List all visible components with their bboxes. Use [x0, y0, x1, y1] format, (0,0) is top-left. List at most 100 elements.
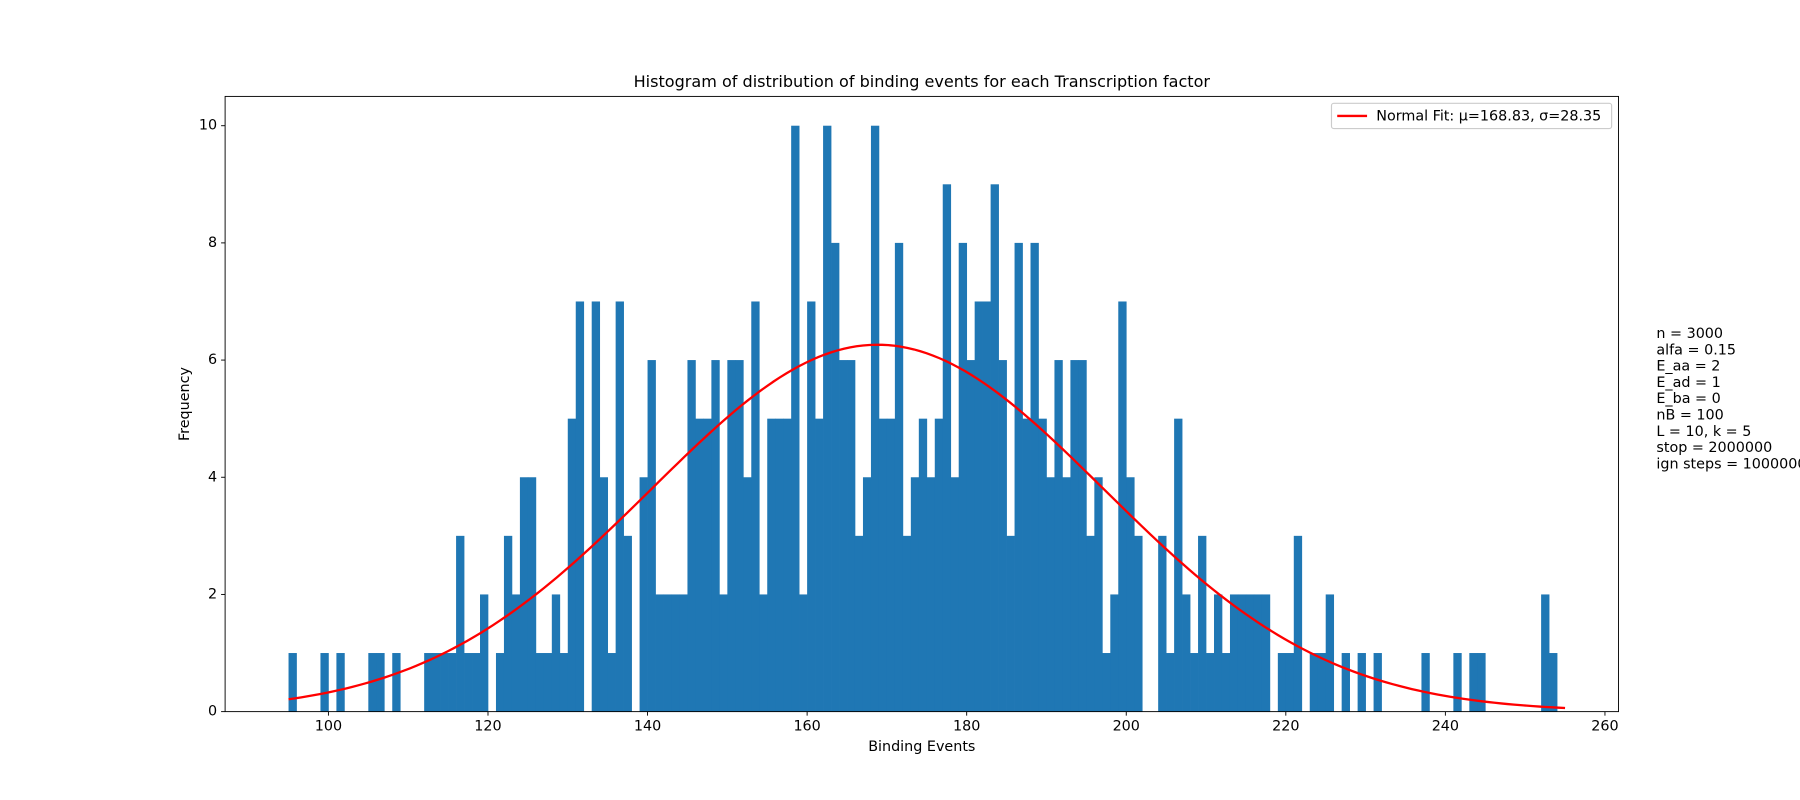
legend-box [1330, 102, 1613, 130]
bar [1038, 418, 1047, 712]
bar [1253, 594, 1263, 712]
bar [1030, 242, 1039, 712]
bar [918, 418, 928, 712]
bar [998, 360, 1007, 712]
bar [440, 653, 449, 712]
bar [671, 594, 680, 712]
bar [647, 360, 656, 712]
bar [575, 301, 585, 712]
bar [727, 360, 736, 712]
y-tick-label: 4 [208, 469, 217, 485]
bar [1198, 535, 1207, 712]
x-tick-label: 180 [953, 719, 980, 735]
bar [519, 477, 529, 712]
y-tick-label: 10 [199, 118, 217, 134]
bar [1357, 653, 1366, 712]
bar [432, 653, 441, 712]
annotation-line: alfa = 0.15 [1656, 342, 1736, 358]
bar [1182, 594, 1191, 712]
fit-curve [288, 343, 1566, 710]
bar [878, 418, 888, 712]
bar [687, 360, 696, 712]
bar [1549, 653, 1558, 712]
bar [495, 653, 505, 712]
bar [1206, 653, 1215, 712]
bar [448, 653, 457, 712]
bar [799, 594, 808, 712]
bar [1086, 535, 1095, 712]
bar [615, 301, 624, 712]
bar [655, 594, 664, 712]
bar [711, 360, 720, 712]
x-tick-label: 100 [315, 719, 342, 735]
y-tick-label: 2 [208, 586, 217, 602]
bar [1014, 242, 1023, 712]
annotation-line: n = 3000 [1656, 326, 1723, 342]
bar [376, 653, 385, 712]
bar [1245, 594, 1255, 712]
x-tick-label: 220 [1272, 719, 1299, 735]
bar [288, 653, 297, 712]
bar [847, 360, 856, 712]
bar [1062, 477, 1071, 712]
bar [862, 477, 872, 712]
bar [1158, 535, 1167, 712]
bar [424, 653, 433, 712]
bar [910, 477, 920, 712]
annotation-line: E_aa = 2 [1656, 359, 1720, 375]
annotation-line: L = 10, k = 5 [1656, 424, 1751, 440]
bar [1046, 477, 1055, 712]
bar [320, 653, 329, 712]
bar [551, 594, 561, 712]
bar [1325, 594, 1335, 712]
annotation-line: ign steps = 1000000 [1656, 456, 1800, 472]
bar [1285, 653, 1295, 712]
x-tick-label: 160 [793, 719, 820, 735]
bar [807, 301, 816, 712]
bar [1261, 594, 1271, 712]
bar [1054, 360, 1063, 712]
bar [1277, 653, 1287, 712]
bar [1022, 418, 1031, 712]
bar [503, 535, 513, 712]
bar [1421, 653, 1430, 712]
bar [1541, 594, 1550, 712]
annotation-line: E_ad = 1 [1656, 375, 1720, 391]
x-tick-label: 200 [1113, 719, 1140, 735]
y-axis-label: Frequency [177, 366, 193, 441]
legend-label: Normal Fit: μ=168.83, σ=28.35 [1376, 108, 1601, 124]
bar [1309, 653, 1319, 712]
bar [1006, 535, 1015, 712]
bar [535, 653, 545, 712]
bar [990, 184, 999, 712]
bar [894, 242, 904, 712]
bar [392, 653, 401, 712]
annotation-line: nB = 100 [1656, 407, 1723, 423]
bar [1237, 594, 1247, 712]
bar [527, 477, 537, 712]
bar [854, 535, 864, 712]
bar [886, 418, 896, 712]
bar [1341, 653, 1350, 712]
bar [1453, 653, 1462, 712]
bar [1166, 653, 1175, 712]
bar [1110, 594, 1119, 712]
y-tick-label: 0 [208, 704, 217, 720]
bar [735, 360, 744, 712]
bar [663, 594, 672, 712]
bar [1190, 653, 1199, 712]
bar [1477, 653, 1486, 712]
x-tick-label: 140 [634, 719, 661, 735]
bar [511, 594, 521, 712]
annotation-line: E_ba = 0 [1656, 391, 1720, 407]
bar [695, 418, 704, 712]
bar [1469, 653, 1478, 712]
bar [703, 418, 712, 712]
bar [982, 301, 991, 712]
bar [1126, 477, 1135, 712]
bar [464, 653, 473, 712]
bar [1134, 535, 1143, 712]
bar [767, 418, 776, 712]
bar [1070, 360, 1079, 712]
